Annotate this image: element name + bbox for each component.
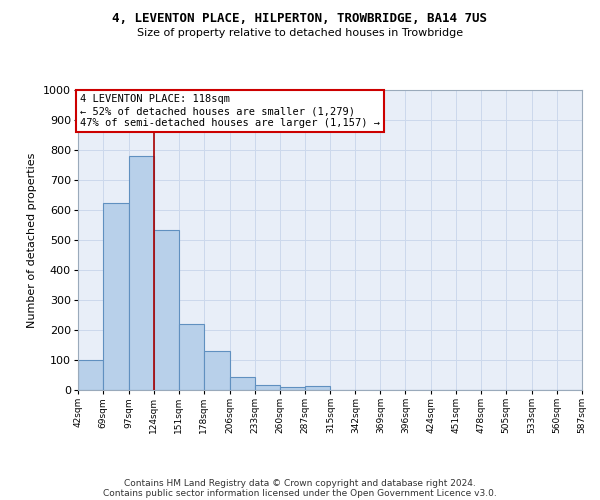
Bar [305,386,331,390]
Bar [254,384,280,390]
Bar [78,360,103,390]
Bar [103,202,129,390]
Bar [154,230,179,390]
Text: Size of property relative to detached houses in Trowbridge: Size of property relative to detached ho… [137,28,463,38]
Text: 4, LEVENTON PLACE, HILPERTON, TROWBRIDGE, BA14 7US: 4, LEVENTON PLACE, HILPERTON, TROWBRIDGE… [113,12,487,26]
Bar [129,156,154,390]
Bar [230,378,254,390]
Text: Contains public sector information licensed under the Open Government Licence v3: Contains public sector information licen… [103,488,497,498]
Y-axis label: Number of detached properties: Number of detached properties [28,152,38,328]
Text: Contains HM Land Registry data © Crown copyright and database right 2024.: Contains HM Land Registry data © Crown c… [124,478,476,488]
Bar [179,324,204,390]
Text: 4 LEVENTON PLACE: 118sqm
← 52% of detached houses are smaller (1,279)
47% of sem: 4 LEVENTON PLACE: 118sqm ← 52% of detach… [80,94,380,128]
Bar [280,387,305,390]
Bar [204,351,230,390]
